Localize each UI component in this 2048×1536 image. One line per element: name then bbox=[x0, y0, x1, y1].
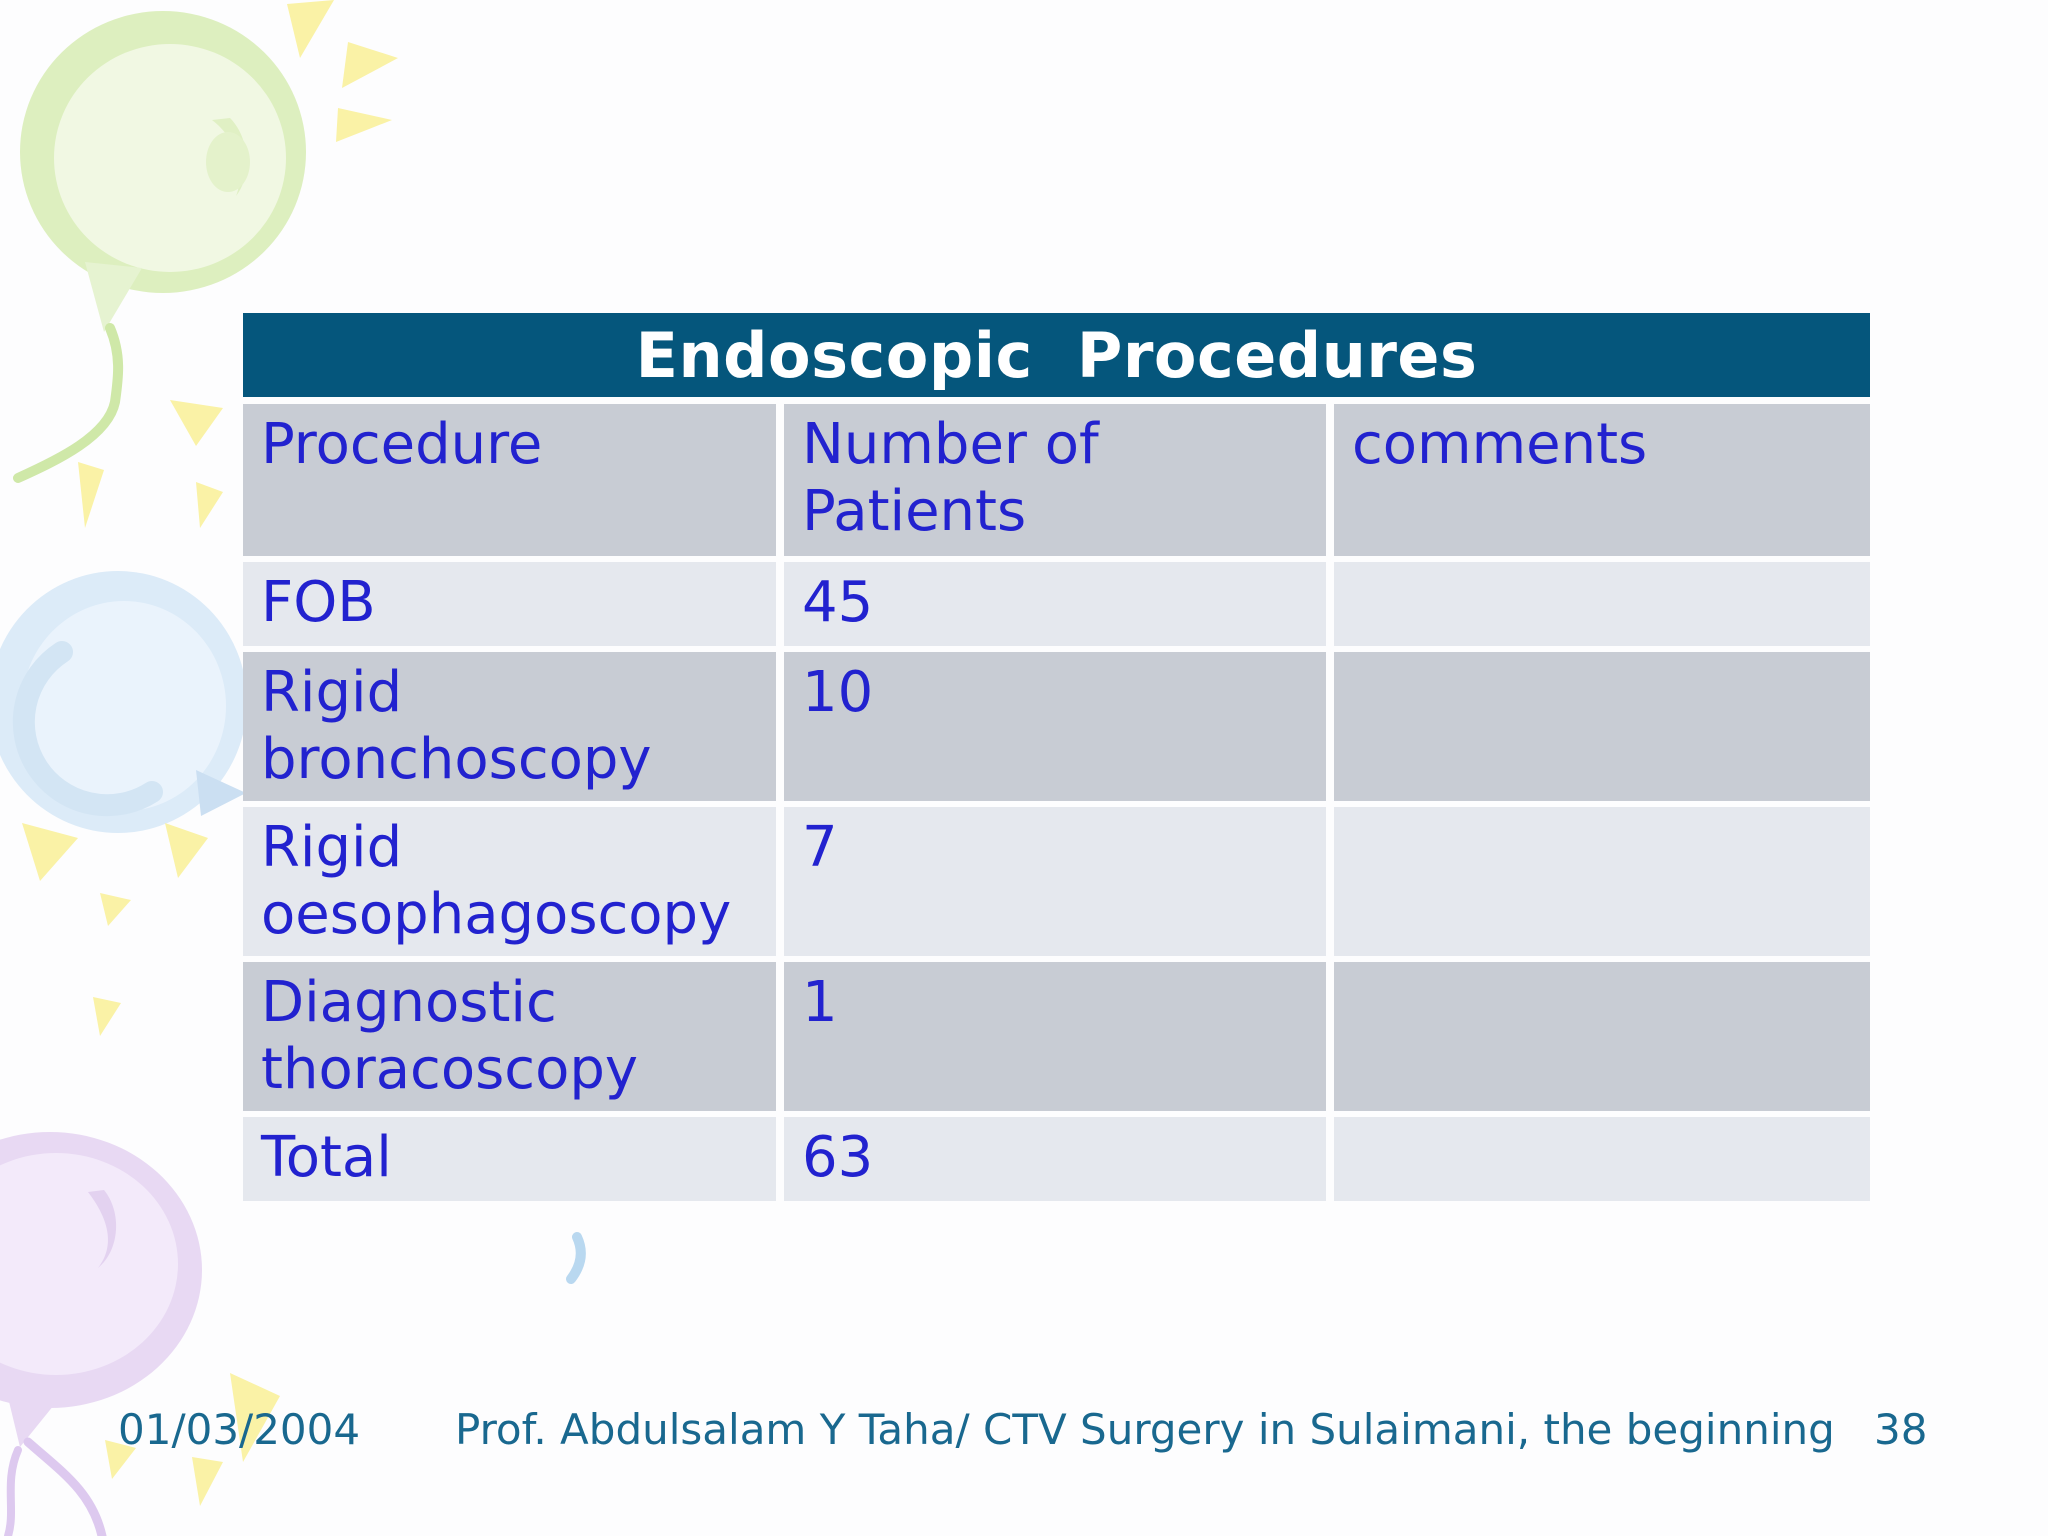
cell-comments bbox=[1334, 1117, 1870, 1201]
column-header-comments: comments bbox=[1334, 404, 1870, 556]
cell-procedure: Rigid bronchoscopy bbox=[243, 652, 776, 801]
cell-procedure: Rigid oesophagoscopy bbox=[243, 807, 776, 956]
cell-procedure: FOB bbox=[243, 562, 776, 646]
table-row-total: Total 63 bbox=[243, 1117, 1870, 1201]
table-row: FOB 45 bbox=[243, 562, 1870, 646]
footer-date: 01/03/2004 bbox=[118, 1405, 361, 1454]
sparkle-cluster-lower bbox=[22, 823, 208, 1036]
footer-page-number: 38 bbox=[1874, 1405, 1928, 1454]
table-header-row: Procedure Number of Patients comments bbox=[243, 404, 1870, 556]
column-header-patients: Number of Patients bbox=[784, 404, 1326, 556]
footer-credit: Prof. Abdulsalam Y Taha/ CTV Surgery in … bbox=[455, 1405, 1835, 1454]
table-row: Diagnostic thoracoscopy 1 bbox=[243, 962, 1870, 1111]
sparkle-cluster-footer bbox=[105, 1373, 280, 1506]
column-header-procedure: Procedure bbox=[243, 404, 776, 556]
cell-comments bbox=[1334, 652, 1870, 801]
cell-patients: 10 bbox=[784, 652, 1326, 801]
table-row: Rigid oesophagoscopy 7 bbox=[243, 807, 1870, 956]
cell-procedure: Diagnostic thoracoscopy bbox=[243, 962, 776, 1111]
table-row: Rigid bronchoscopy 10 bbox=[243, 652, 1870, 801]
cell-patients: 7 bbox=[784, 807, 1326, 956]
cell-procedure: Total bbox=[243, 1117, 776, 1201]
slide-footer: 01/03/2004 Prof. Abdulsalam Y Taha/ CTV … bbox=[0, 1406, 2048, 1456]
cell-patients: 1 bbox=[784, 962, 1326, 1111]
table-title-bar: Endoscopic Procedures bbox=[243, 313, 1870, 397]
sparkle-cluster-mid bbox=[78, 400, 223, 528]
purple-balloon-decoration bbox=[0, 1132, 202, 1536]
sparkle-cluster-top bbox=[287, 0, 398, 142]
table-title: Endoscopic Procedures bbox=[635, 318, 1478, 392]
cell-comments bbox=[1334, 807, 1870, 956]
cell-patients: 63 bbox=[784, 1117, 1326, 1201]
cell-comments bbox=[1334, 962, 1870, 1111]
blue-string-squiggle bbox=[566, 1232, 586, 1284]
procedures-table: Endoscopic Procedures Procedure Number o… bbox=[243, 313, 1870, 1201]
cell-patients: 45 bbox=[784, 562, 1326, 646]
green-balloon-decoration bbox=[13, 11, 306, 483]
cell-comments bbox=[1334, 562, 1870, 646]
blue-balloon-decoration bbox=[0, 571, 247, 833]
